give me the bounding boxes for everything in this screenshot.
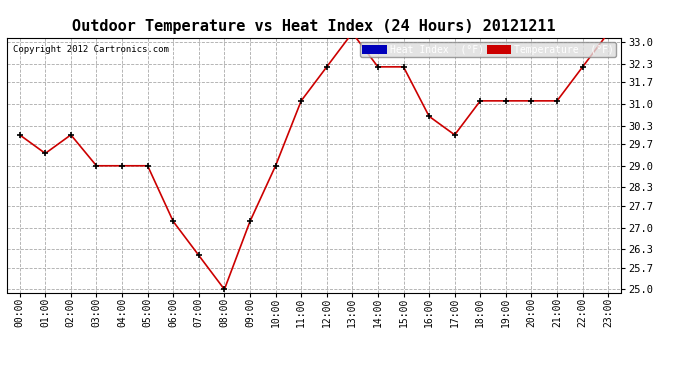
Title: Outdoor Temperature vs Heat Index (24 Hours) 20121211: Outdoor Temperature vs Heat Index (24 Ho…	[72, 18, 555, 33]
Text: Copyright 2012 Cartronics.com: Copyright 2012 Cartronics.com	[13, 45, 169, 54]
Legend: Heat Index  (°F), Temperature  (°F): Heat Index (°F), Temperature (°F)	[360, 42, 616, 57]
